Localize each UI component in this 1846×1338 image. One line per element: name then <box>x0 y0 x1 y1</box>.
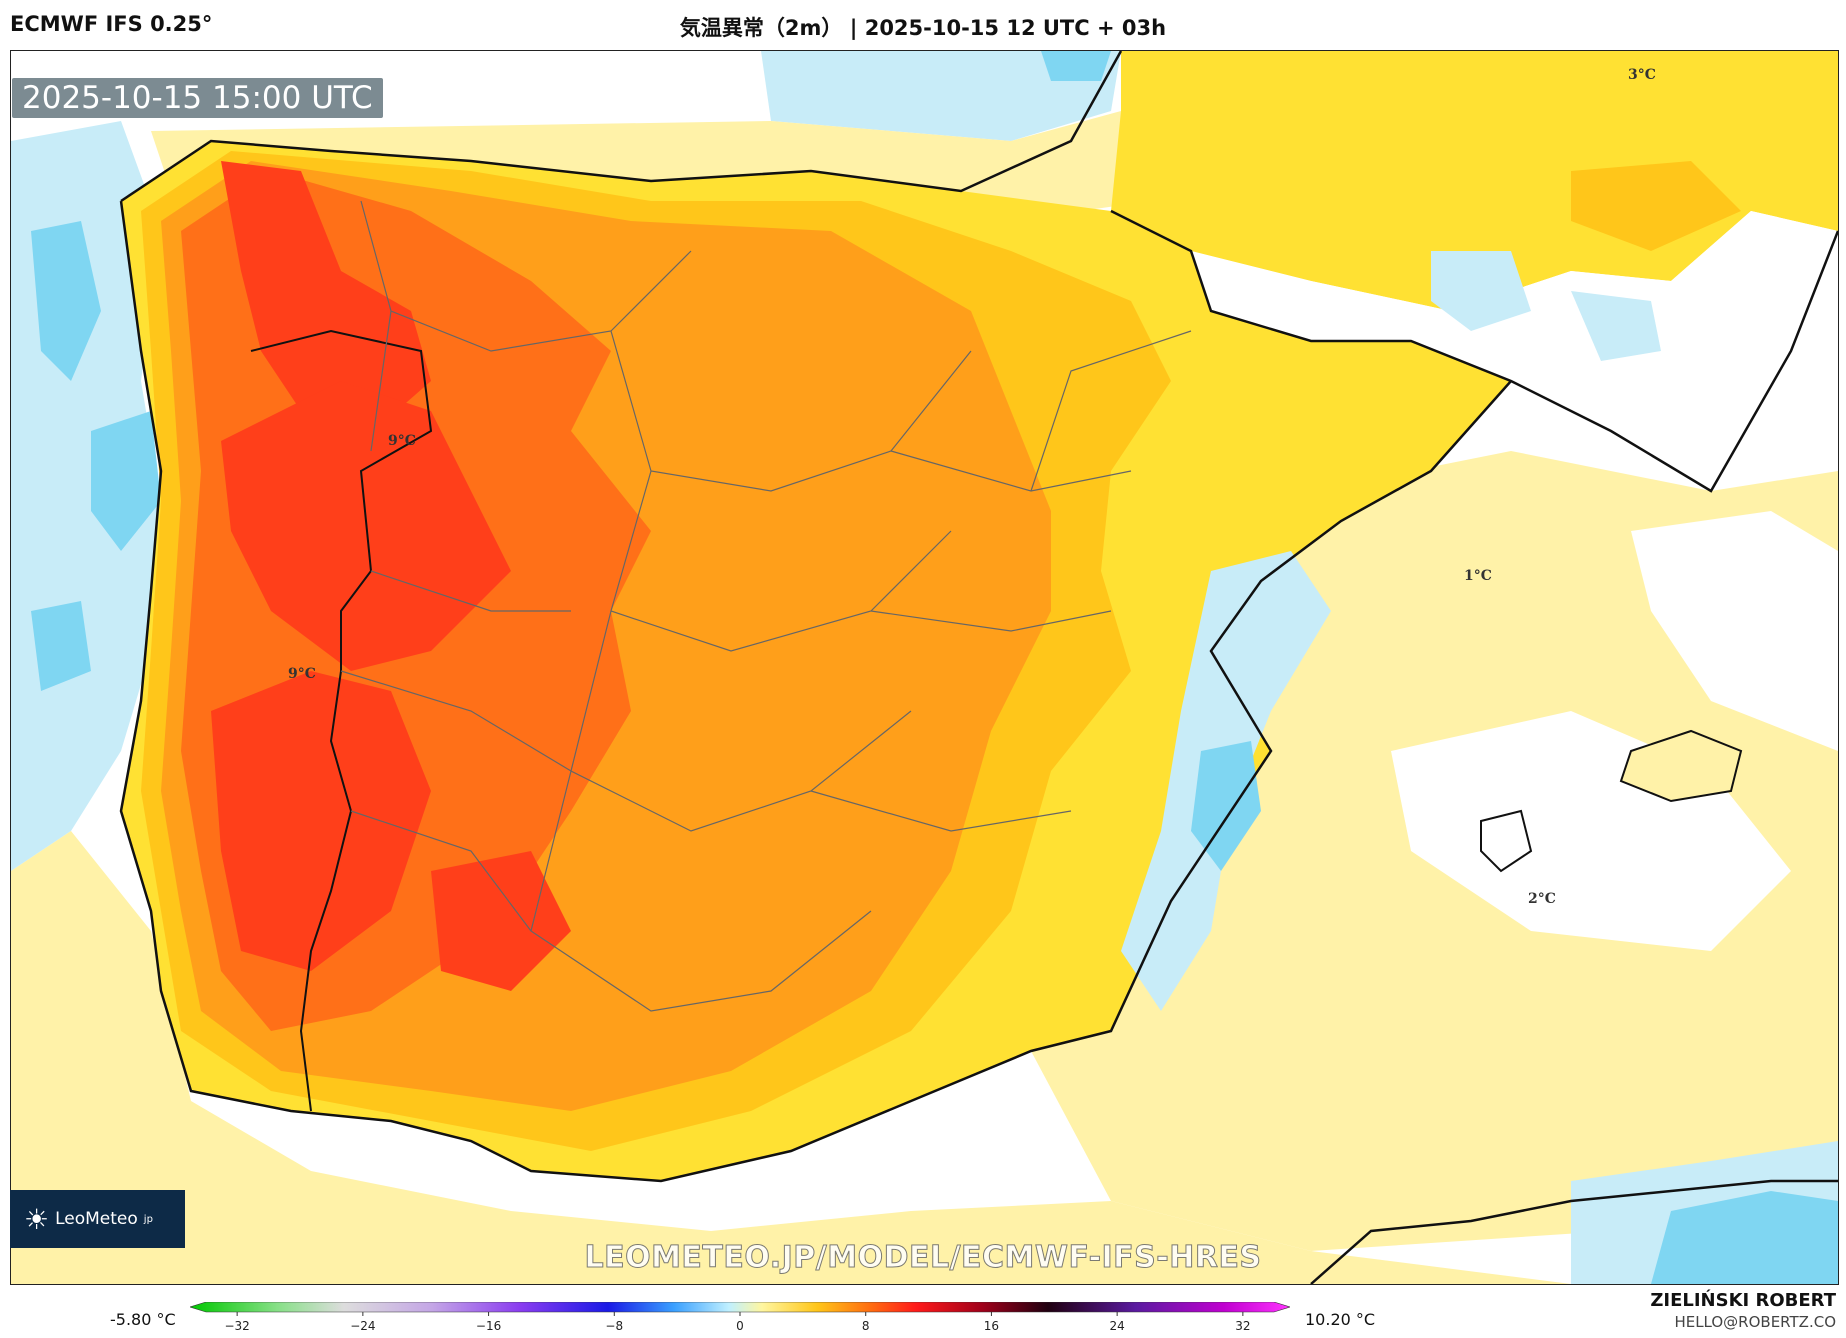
colorbar-max-label: 10.20 °C <box>1305 1310 1376 1329</box>
valid-time-badge: 2025-10-15 15:00 UTC <box>12 78 383 118</box>
contour-label: 2°C <box>1528 891 1556 907</box>
author-block: ZIELIŃSKI ROBERT HELLO@ROBERTZ.CO <box>1650 1290 1836 1331</box>
logo-text: LeoMeteo <box>55 1209 138 1229</box>
coastline-iberia <box>119 51 1838 1183</box>
cold-zone-southeast-strong <box>1651 1191 1838 1284</box>
colorbar-tick-label: 0 <box>736 1319 744 1333</box>
island-ibiza <box>1480 809 1533 873</box>
colorbar-tick-label: −8 <box>605 1319 623 1333</box>
province-borders <box>340 200 1192 1012</box>
contour-label: 3°C <box>1628 67 1656 83</box>
border-portugal <box>250 329 433 1112</box>
colorbar-tick-label: 32 <box>1235 1319 1250 1333</box>
white-zone-france <box>1191 211 1838 491</box>
logo-suffix: jp <box>143 1213 153 1225</box>
cold-zone-west-strong-3 <box>31 601 91 691</box>
map-canvas: 3°C 9°C 9°C 1°C 2°C <box>10 50 1839 1285</box>
white-zone-east <box>1631 511 1838 751</box>
cold-zone-pyrenees-2 <box>1571 291 1661 361</box>
footer: -5.80 °C −3 <box>0 1285 1846 1338</box>
contour-label: 9°C <box>288 666 316 682</box>
cold-zone-west-strong-2 <box>91 411 161 551</box>
model-name: ECMWF IFS 0.25° <box>10 12 213 36</box>
island-mallorca <box>1619 729 1743 803</box>
sun-icon: ☀ <box>24 1202 50 1236</box>
colorbar-tick-label: −24 <box>350 1319 375 1333</box>
colorbar-min-label: -5.80 °C <box>110 1310 176 1329</box>
anom-9a <box>221 161 431 451</box>
warm-zone-france-inner <box>1571 161 1741 251</box>
contour-label: 1°C <box>1464 568 1492 584</box>
cold-zone-west-strong <box>31 221 101 381</box>
colorbar-tick-label: 24 <box>1110 1319 1125 1333</box>
colorbar-tick-label: −32 <box>224 1319 249 1333</box>
anom-9d <box>431 851 571 991</box>
anomaly-map <box>11 51 1838 1284</box>
author-name: ZIELIŃSKI ROBERT <box>1650 1290 1836 1311</box>
watermark-url: LEOMETEO.JP/MODEL/ECMWF-IFS-HRES <box>584 1240 1262 1276</box>
coastline-africa <box>1310 1179 1838 1284</box>
colorbar-tick-label: −16 <box>476 1319 501 1333</box>
cold-zone-pyrenees <box>1431 251 1531 331</box>
colorbar-ticks: −32 −24 −16 −8 0 8 16 24 32 <box>224 1312 1250 1333</box>
colorbar-bar <box>190 1302 1290 1313</box>
map-title: 気温異常（2m） | 2025-10-15 12 UTC + 03h <box>679 16 1167 40</box>
colorbar-tick-label: 8 <box>862 1319 870 1333</box>
anom-9c <box>211 671 431 971</box>
colorbar-tick-label: 16 <box>984 1319 999 1333</box>
cold-zone-north <box>761 51 1121 141</box>
colorbar: −32 −24 −16 −8 0 8 16 24 32 <box>190 1302 1290 1333</box>
cold-zone-north-strong <box>1041 51 1111 81</box>
author-email[interactable]: HELLO@ROBERTZ.CO <box>1674 1313 1836 1331</box>
contour-label: 9°C <box>388 433 416 449</box>
leometeo-logo[interactable]: ☀ LeoMeteo jp <box>10 1190 185 1248</box>
cold-zone-east-coast-strong <box>1191 741 1261 871</box>
